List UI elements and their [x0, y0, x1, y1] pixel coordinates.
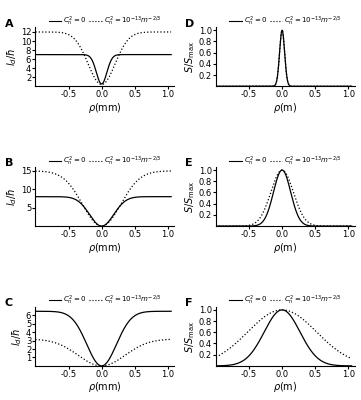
Text: C: C [5, 298, 13, 308]
Legend: $C_n^2=0$, $C_n^2=10^{-13}m^{-2/3}$: $C_n^2=0$, $C_n^2=10^{-13}m^{-2/3}$ [229, 294, 342, 307]
Text: D: D [185, 19, 195, 29]
X-axis label: $\rho$(mm): $\rho$(mm) [88, 101, 122, 115]
Y-axis label: $S/S_{\mathrm{max}}$: $S/S_{\mathrm{max}}$ [183, 41, 197, 73]
Legend: $C_n^2=0$, $C_n^2=10^{-13}m^{-2/3}$: $C_n^2=0$, $C_n^2=10^{-13}m^{-2/3}$ [229, 154, 342, 168]
X-axis label: $\rho$(m): $\rho$(m) [273, 241, 297, 255]
Y-axis label: $l_d/\hbar$: $l_d/\hbar$ [5, 48, 19, 66]
X-axis label: $\rho$(mm): $\rho$(mm) [88, 380, 122, 394]
Legend: $C_n^2=0$, $C_n^2=10^{-13}m^{-2/3}$: $C_n^2=0$, $C_n^2=10^{-13}m^{-2/3}$ [49, 294, 161, 307]
Text: B: B [5, 158, 13, 168]
Y-axis label: $S/S_{\mathrm{max}}$: $S/S_{\mathrm{max}}$ [183, 320, 197, 353]
Text: E: E [185, 158, 193, 168]
Y-axis label: $S/S_{\mathrm{max}}$: $S/S_{\mathrm{max}}$ [183, 180, 197, 213]
Y-axis label: $l_d/\hbar$: $l_d/\hbar$ [11, 327, 25, 346]
Legend: $C_n^2=0$, $C_n^2=10^{-13}m^{-2/3}$: $C_n^2=0$, $C_n^2=10^{-13}m^{-2/3}$ [49, 154, 161, 168]
Y-axis label: $l_d/\hbar$: $l_d/\hbar$ [5, 188, 19, 206]
Text: A: A [5, 19, 13, 29]
X-axis label: $\rho$(m): $\rho$(m) [273, 101, 297, 115]
X-axis label: $\rho$(m): $\rho$(m) [273, 380, 297, 394]
Legend: $C_n^2=0$, $C_n^2=10^{-13}m^{-2/3}$: $C_n^2=0$, $C_n^2=10^{-13}m^{-2/3}$ [229, 14, 342, 28]
X-axis label: $\rho$(mm): $\rho$(mm) [88, 241, 122, 255]
Text: F: F [185, 298, 193, 308]
Legend: $C_n^2=0$, $C_n^2=10^{-13}m^{-2/3}$: $C_n^2=0$, $C_n^2=10^{-13}m^{-2/3}$ [49, 14, 161, 28]
